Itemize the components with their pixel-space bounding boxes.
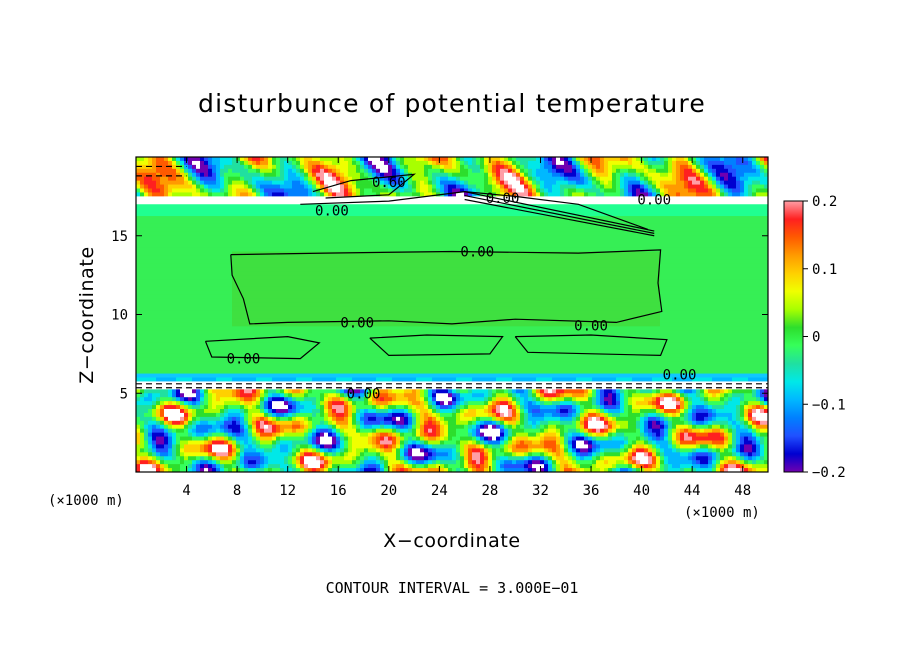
field-layer — [136, 157, 768, 472]
contour-label: 0.00 — [315, 204, 349, 220]
x-tick-label: 48 — [734, 483, 751, 499]
y-axis: 5 10 15 — [111, 229, 768, 402]
x-tick-label: 20 — [380, 483, 397, 499]
x-unit-right: (×1000 m) — [684, 505, 760, 521]
colorbar-tick-label: −0.1 — [812, 397, 846, 413]
contour-label: 0.00 — [663, 367, 697, 383]
contour-label: 0.00 — [637, 193, 671, 209]
y-tick-label: 10 — [111, 308, 128, 324]
x-tick-label: 44 — [684, 483, 701, 499]
x-tick-label: 36 — [583, 483, 600, 499]
contour-label-layer: 0.60 0.00 0.00 0.00 0.00 0.00 0.00 0.00 0.00 0.00 — [227, 175, 697, 402]
x-tick-label: 12 — [279, 483, 296, 499]
colorbar-tick-label: 0.2 — [812, 194, 837, 210]
contour-label: 0.00 — [227, 352, 261, 368]
contour-line — [464, 194, 655, 234]
contour-label: 0.00 — [340, 315, 374, 331]
x-tick-label: 4 — [182, 483, 190, 499]
x-tick-label: 40 — [633, 483, 650, 499]
y-tick-label: 5 — [120, 386, 128, 402]
contour-label: 0.00 — [347, 386, 381, 402]
contour-line — [514, 334, 668, 357]
contour-line — [464, 198, 655, 237]
contour-label: 0.00 — [460, 245, 494, 261]
x-axis-label: X−coordinate — [383, 530, 520, 552]
colorbar-tick-label: 0 — [812, 330, 820, 346]
colorbar-tick-label: 0.1 — [812, 262, 837, 278]
x-unit-left: (×1000 m) — [48, 493, 124, 509]
contour-line — [230, 249, 663, 325]
contour-layer — [136, 165, 768, 389]
y-axis-label: Z−coordinate — [76, 246, 98, 383]
contour-line — [204, 335, 321, 360]
contour-label: 0.60 — [372, 175, 406, 191]
contour-line — [464, 191, 655, 232]
contour-line — [369, 334, 504, 357]
chart-title: disturbunce of potential temperature — [198, 89, 706, 118]
contour-interval-note: CONTOUR INTERVAL = 3.000E−01 — [326, 579, 579, 597]
x-tick-label: 8 — [233, 483, 241, 499]
contour-line — [300, 190, 649, 230]
x-tick-label: 28 — [481, 483, 498, 499]
colorbar: 0.2 0.1 0 −0.1 −0.2 — [783, 194, 846, 481]
colorbar-tick-label: −0.2 — [812, 465, 846, 481]
x-axis: 4 8 12 16 20 24 28 32 36 40 44 48 — [182, 157, 751, 499]
y-tick-label: 15 — [111, 229, 128, 245]
colorbar-gradient — [784, 201, 803, 472]
contour-label: 0.00 — [486, 191, 520, 207]
x-tick-label: 24 — [431, 483, 448, 499]
x-tick-label: 32 — [532, 483, 549, 499]
contour-label: 0.00 — [574, 319, 608, 335]
contour-line — [312, 173, 417, 199]
x-tick-label: 16 — [330, 483, 347, 499]
plot-area — [136, 157, 768, 472]
